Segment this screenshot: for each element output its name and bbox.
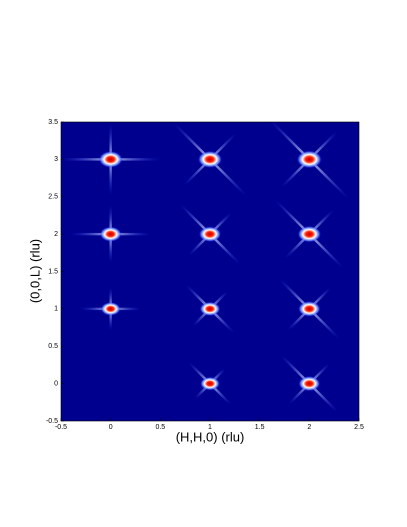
peak-core [197, 150, 223, 168]
y-tick-label: 1 [54, 306, 58, 313]
peak-core [98, 150, 123, 168]
peak-core [297, 225, 322, 243]
peak-core [298, 301, 321, 317]
peak [61, 124, 160, 195]
peak-core [296, 150, 322, 169]
x-tick-label: 0 [109, 424, 113, 431]
x-tick-label: 2 [307, 424, 311, 431]
x-tick-label: 1 [208, 424, 212, 431]
x-tick-label: 2.5 [354, 424, 364, 431]
x-axis-label: (H,H,0) (rlu) [176, 429, 245, 444]
peak [71, 206, 150, 263]
y-tick-label: -0.5 [46, 418, 58, 425]
x-tick-label: 0.5 [155, 424, 165, 431]
peak-core [100, 302, 121, 316]
x-tick-label: -0.5 [55, 424, 67, 431]
y-tick-label: 0.5 [48, 343, 58, 350]
peak-core [198, 226, 222, 242]
y-tick-label: 3 [54, 156, 58, 163]
peak [179, 203, 241, 265]
peak-core [99, 226, 122, 242]
peak [279, 278, 340, 340]
peak-core [199, 301, 221, 317]
peak [280, 355, 338, 413]
peak [173, 122, 247, 196]
y-axis-label: (0,0,L) (rlu) [27, 239, 42, 303]
y-tick-label: 2 [54, 231, 58, 238]
y-tick-label: 2.5 [48, 194, 58, 201]
peak [275, 199, 344, 269]
peak [81, 287, 141, 330]
peak [269, 119, 350, 200]
y-tick-label: 0 [54, 380, 58, 387]
peak-core [298, 376, 321, 392]
peak [185, 284, 235, 334]
peak [188, 361, 232, 406]
y-tick-label: 3.5 [48, 119, 58, 126]
plot-frame [60, 121, 360, 422]
y-tick-label: 1.5 [48, 268, 58, 275]
x-tick-label: 1.5 [255, 424, 265, 431]
peak-core [200, 376, 220, 391]
